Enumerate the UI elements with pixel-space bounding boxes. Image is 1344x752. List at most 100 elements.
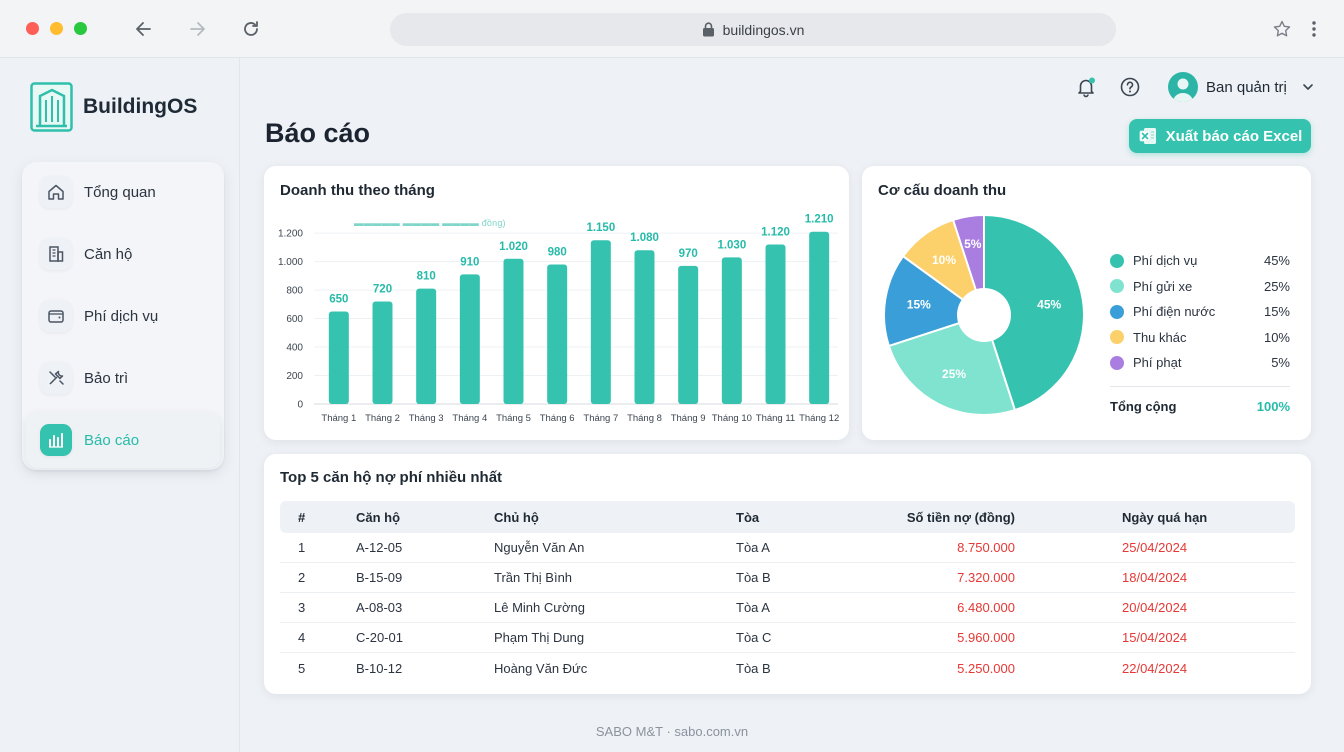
bar[interactable] [416, 288, 437, 404]
overdue-date: 25/04/2024 [1122, 540, 1188, 555]
window-minimize-button[interactable] [50, 22, 63, 35]
pie-slice[interactable] [883, 254, 987, 348]
apartment-code: A-12-05 [356, 540, 403, 555]
bar-value-label: 810 [417, 271, 436, 283]
sidebar-item-overview[interactable]: Tổng quan [26, 164, 220, 220]
address-bar[interactable]: buildingos.vn [390, 13, 1116, 46]
bar[interactable] [809, 231, 830, 404]
sidebar-item-label: Bảo trì [84, 369, 129, 387]
bar-value-label: 1.080 [630, 232, 659, 244]
x-tick-label: Tháng 4 [452, 413, 487, 424]
back-arrow-icon[interactable] [131, 16, 157, 42]
row-index: 4 [298, 630, 306, 645]
debt-amount: 6.480.000 [957, 600, 1015, 615]
legend-swatch [1110, 279, 1124, 294]
legend-percent: 5% [1271, 355, 1290, 371]
app-logo[interactable]: BuildingOS [30, 82, 197, 132]
legend-item[interactable]: Phí dịch vụ 45% [1110, 248, 1290, 274]
overdue-date: 15/04/2024 [1122, 630, 1188, 645]
y-tick-label: 1.000 [278, 257, 303, 268]
bar[interactable] [503, 258, 524, 404]
monthly-revenue-card: Doanh thu theo tháng ▬▬▬▬▬ ▬▬▬▬ ▬▬▬▬ đồn… [264, 166, 849, 440]
legend-item[interactable]: Phí điện nước 15% [1110, 299, 1290, 325]
app-name: BuildingOS [83, 95, 198, 118]
table-row[interactable]: 3 A-08-03 Lê Minh Cường Tòa A 6.480.000 20/04… [280, 593, 1295, 623]
table-row[interactable]: 2 B-15-09 Trần Thị Bình Tòa B 7.320.000 18/04… [280, 563, 1295, 593]
x-tick-label: Tháng 1 [321, 413, 356, 424]
apartment-code: B-10-12 [356, 660, 403, 676]
sidebar-item-reports[interactable]: Báo cáo [26, 412, 220, 468]
building-name: Tòa A [736, 540, 770, 555]
sidebar-item-maintenance[interactable]: Bảo trì [26, 350, 220, 406]
debt-amount: 8.750.000 [957, 540, 1015, 555]
more-menu-icon[interactable] [1303, 18, 1325, 40]
legend-item[interactable]: Phí gửi xe 25% [1110, 274, 1290, 300]
bar[interactable] [459, 274, 480, 404]
wallet-icon [40, 300, 72, 332]
bar[interactable] [372, 301, 393, 404]
browser-toolbar: buildingos.vn [0, 0, 1344, 58]
overdue-date: 20/04/2024 [1122, 600, 1188, 615]
pie-center-hole [957, 288, 1011, 342]
column-header: # [298, 509, 306, 525]
row-index: 2 [298, 570, 306, 585]
bar-value-label: 1.150 [586, 222, 615, 234]
bar-value-label: 1.120 [761, 227, 790, 239]
legend-item[interactable]: Phí phạt 5% [1110, 350, 1290, 376]
pie-slice-label: 15% [907, 298, 931, 312]
legend-label: Phí phạt [1133, 355, 1182, 371]
sidebar-item-apartments[interactable]: Căn hộ [26, 226, 220, 282]
pie-slice[interactable] [983, 213, 1085, 412]
y-tick-label: 400 [286, 343, 303, 354]
pie-slice-label: 5% [964, 237, 982, 251]
notification-bell-icon[interactable] [1075, 76, 1097, 98]
bar[interactable] [765, 244, 786, 404]
table-row[interactable]: 4 C-20-01 Phạm Thị Dung Tòa C 5.960.000 15/04… [280, 623, 1295, 653]
export-excel-button[interactable]: Xuất báo cáo Excel [1129, 119, 1311, 153]
row-index: 3 [298, 600, 306, 615]
excel-icon [1139, 128, 1156, 144]
forward-arrow-icon[interactable] [184, 16, 210, 42]
help-icon[interactable] [1119, 76, 1141, 98]
lock-icon [702, 22, 714, 37]
home-icon [40, 176, 72, 208]
table-row[interactable]: 5 B-10-12 Hoàng Văn Đức Tòa B 5.250.000 22/04… [280, 653, 1295, 683]
bar[interactable] [590, 240, 611, 404]
table-row[interactable]: 1 A-12-05 Nguyễn Văn An Tòa A 8.750.000 25/04… [280, 533, 1295, 563]
x-tick-label: Tháng 10 [712, 413, 752, 424]
x-tick-label: Tháng 7 [583, 413, 618, 424]
sidebar-item-service-fees[interactable]: Phí dịch vụ [26, 288, 220, 344]
x-tick-label: Tháng 11 [756, 413, 795, 424]
legend-percent: 25% [1263, 278, 1290, 294]
user-name: Ban quản trị [1206, 78, 1287, 96]
building-name: Tòa A [736, 600, 770, 615]
owner-name: Nguyễn Văn An [494, 540, 585, 555]
window-close-button[interactable] [26, 22, 39, 35]
legend-swatch [1110, 253, 1124, 268]
legend-item[interactable]: Thu khác 10% [1110, 325, 1290, 351]
owner-name: Phạm Thị Dung [494, 630, 585, 645]
owner-name: Hoàng Văn Đức [494, 660, 588, 676]
y-tick-label: 800 [286, 286, 303, 297]
footer: SABO M&T · sabo.com.vn [0, 724, 1344, 739]
building-name: Tòa B [736, 660, 771, 676]
legend-label: Phí gửi xe [1133, 278, 1193, 294]
bar-chart-subtitle: ▬▬▬▬▬ ▬▬▬▬ ▬▬▬▬ đồng) [354, 218, 506, 228]
sidebar-item-label: Căn hộ [84, 245, 133, 263]
bar[interactable] [328, 311, 349, 404]
apartment-code: A-08-03 [356, 600, 403, 615]
building-name: Tòa C [736, 630, 772, 645]
footer-text: SABO M&T · sabo.com.vn [595, 724, 749, 739]
bar[interactable] [634, 250, 655, 404]
legend-percent: 10% [1263, 329, 1290, 345]
pie-slice-label: 25% [942, 367, 966, 381]
bar[interactable] [721, 257, 742, 404]
user-menu[interactable]: Ban quản trị [1168, 72, 1315, 102]
reload-icon[interactable] [238, 16, 264, 42]
window-maximize-button[interactable] [74, 22, 87, 35]
page-title: Báo cáo [265, 118, 371, 148]
bar-value-label: 650 [329, 293, 348, 305]
bookmark-star-icon[interactable] [1271, 18, 1293, 40]
bar[interactable] [547, 264, 568, 404]
bar[interactable] [678, 265, 699, 404]
